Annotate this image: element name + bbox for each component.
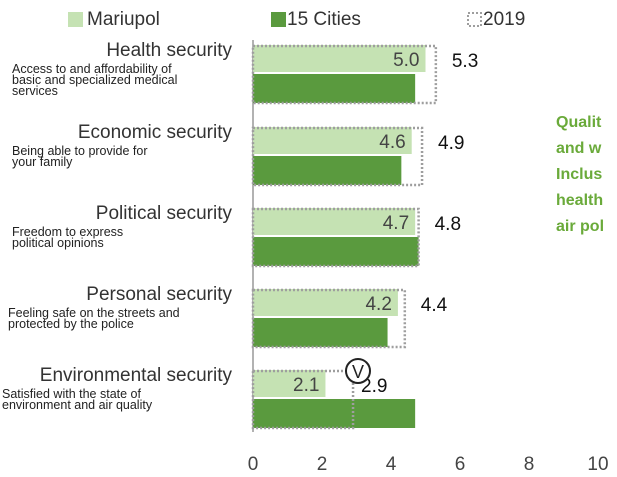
value-label-mariupol: 2.1 xyxy=(293,375,319,396)
bar-outline-2019 xyxy=(251,369,355,430)
legend-swatch-15-cities xyxy=(271,12,286,27)
change-marker-circle xyxy=(345,358,371,384)
category-label: Environmental security xyxy=(40,365,233,386)
value-label-2019: 4.4 xyxy=(421,295,448,316)
value-label-2019: 4.8 xyxy=(435,214,461,235)
category-description: environment and air quality xyxy=(2,398,153,412)
x-tick-label: 2 xyxy=(317,454,328,475)
x-tick-label: 10 xyxy=(587,454,608,475)
category-description: Access to and affordability of xyxy=(12,62,172,76)
category-description: Satisfied with the state of xyxy=(2,387,141,401)
bar-15-cities xyxy=(253,399,416,428)
value-label-2019: 5.3 xyxy=(452,51,478,72)
category-description: Freedom to express xyxy=(12,225,123,239)
category-description: political opinions xyxy=(12,236,104,250)
sidebar-line: Inclus xyxy=(556,166,603,183)
category-description: your family xyxy=(12,155,73,169)
category-description: basic and specialized medical xyxy=(12,73,177,87)
x-tick-label: 0 xyxy=(248,454,259,475)
bar-outline-2019 xyxy=(251,126,424,187)
category-description: services xyxy=(12,84,58,98)
bar-15-cities xyxy=(253,237,419,266)
sidebar-line: air pol xyxy=(556,218,605,235)
bar-15-cities xyxy=(253,74,416,103)
value-label-mariupol: 5.0 xyxy=(393,50,419,71)
x-tick-label: 8 xyxy=(524,454,535,475)
legend-swatch-2019 xyxy=(467,12,482,27)
value-label-mariupol: 4.7 xyxy=(383,213,409,234)
bar-outline-2019 xyxy=(251,207,420,268)
value-label-2019: 2.9 xyxy=(361,376,387,397)
sidebar-line: and w xyxy=(556,140,602,157)
value-label-2019: 4.9 xyxy=(438,133,464,154)
bar-mariupol xyxy=(253,208,416,235)
category-label: Political security xyxy=(96,203,233,224)
value-label-mariupol: 4.6 xyxy=(379,132,405,153)
category-description: Feeling safe on the streets and xyxy=(8,306,180,320)
bar-mariupol xyxy=(253,127,412,154)
sidebar-text: Qualit and w Inclus health air pol xyxy=(556,110,617,270)
legend-label-15-cities: 15 Cities xyxy=(287,9,361,30)
value-label-mariupol: 4.2 xyxy=(365,294,391,315)
sidebar-line: Qualit xyxy=(556,114,602,131)
legend-swatch-mariupol xyxy=(68,12,83,27)
category-label: Economic security xyxy=(78,122,233,143)
bar-mariupol xyxy=(253,370,326,397)
bar-15-cities xyxy=(253,156,402,185)
bar-15-cities xyxy=(253,318,388,347)
legend-label-2019: 2019 xyxy=(483,9,525,30)
bar-outline-2019 xyxy=(251,288,407,349)
category-label: Personal security xyxy=(86,284,232,305)
bar-mariupol xyxy=(253,45,426,72)
category-description: Being able to provide for xyxy=(12,144,148,158)
bar-mariupol xyxy=(253,289,398,316)
change-marker-symbol: V xyxy=(352,362,364,382)
sidebar-line: health xyxy=(556,192,604,209)
category-label: Health security xyxy=(106,40,232,61)
legend-label-mariupol: Mariupol xyxy=(87,9,160,30)
category-description: protected by the police xyxy=(8,317,134,331)
x-tick-label: 6 xyxy=(455,454,466,475)
x-tick-label: 4 xyxy=(386,454,397,475)
